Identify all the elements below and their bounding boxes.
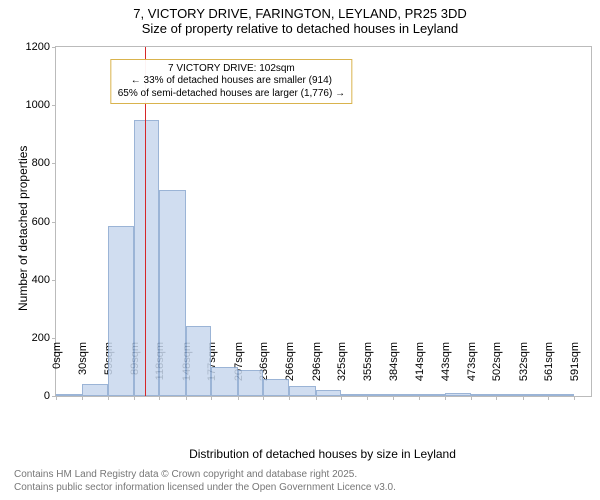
histogram-bar — [159, 190, 185, 396]
histogram-bar — [445, 393, 471, 396]
histogram-bar — [471, 394, 496, 396]
histogram-bar — [341, 394, 367, 396]
histogram-bar — [263, 379, 289, 396]
histogram-bar — [496, 394, 522, 396]
x-tick-label: 532sqm — [518, 342, 530, 402]
x-tick-label: 384sqm — [388, 342, 400, 402]
plot-area: 0200400600800100012000sqm30sqm59sqm89sqm… — [55, 46, 592, 397]
x-tick-label: 414sqm — [414, 342, 426, 402]
histogram-bar — [82, 384, 107, 396]
credits-line-1: Contains HM Land Registry data © Crown c… — [14, 469, 396, 482]
annotation-box: 7 VICTORY DRIVE: 102sqm← 33% of detached… — [111, 59, 352, 105]
x-tick-label: 0sqm — [51, 342, 63, 402]
x-tick-label: 502sqm — [491, 342, 503, 402]
histogram-bar — [134, 120, 159, 396]
histogram-bar — [367, 394, 392, 396]
histogram-bar — [211, 367, 237, 396]
y-axis-label: Number of detached properties — [16, 145, 30, 310]
chart-container: 7, VICTORY DRIVE, FARINGTON, LEYLAND, PR… — [0, 0, 600, 500]
histogram-bar — [316, 390, 341, 396]
y-tick-label: 800 — [32, 157, 56, 169]
histogram-bar — [419, 394, 444, 396]
y-tick-label: 400 — [32, 274, 56, 286]
page-title-line-1: 7, VICTORY DRIVE, FARINGTON, LEYLAND, PR… — [0, 0, 600, 21]
histogram-bar — [289, 386, 315, 396]
annotation-line: 65% of semi-detached houses are larger (… — [118, 88, 345, 101]
y-tick-label: 1200 — [26, 41, 56, 53]
annotation-line: ← 33% of detached houses are smaller (91… — [118, 75, 345, 88]
x-axis-label: Distribution of detached houses by size … — [189, 447, 456, 461]
credits: Contains HM Land Registry data © Crown c… — [14, 469, 396, 494]
x-tick-label: 561sqm — [543, 342, 555, 402]
y-tick-label: 1000 — [26, 99, 56, 111]
histogram-bar — [108, 226, 134, 396]
histogram-bar — [523, 394, 548, 396]
annotation-line: 7 VICTORY DRIVE: 102sqm — [118, 63, 345, 76]
y-tick-label: 600 — [32, 216, 56, 228]
x-tick-label: 591sqm — [569, 342, 581, 402]
histogram-bar — [393, 394, 419, 396]
histogram-bar — [186, 326, 211, 396]
page-title-line-2: Size of property relative to detached ho… — [0, 21, 600, 40]
credits-line-2: Contains public sector information licen… — [14, 482, 396, 495]
histogram-bar — [548, 394, 574, 396]
histogram-bar — [56, 394, 82, 396]
histogram-bar — [238, 370, 263, 396]
